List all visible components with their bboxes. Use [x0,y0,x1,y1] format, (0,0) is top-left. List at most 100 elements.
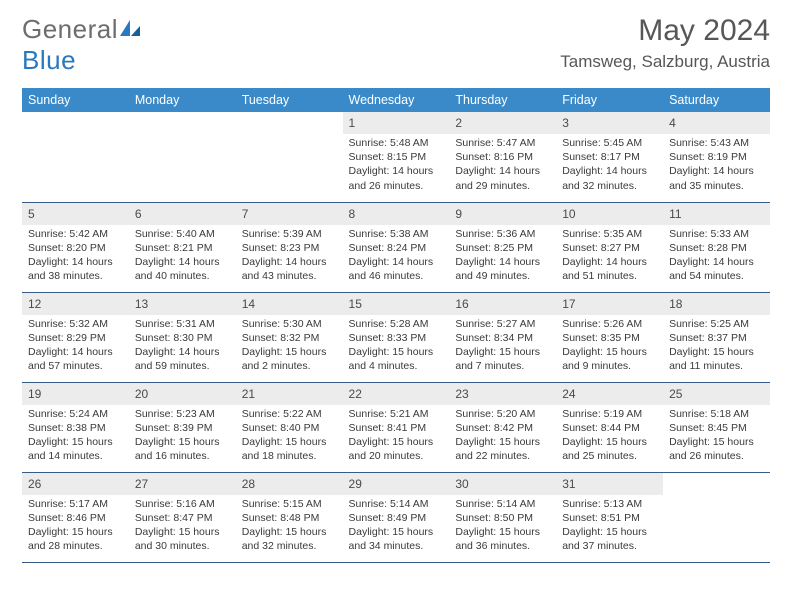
sunrise-text: Sunrise: 5:28 AM [349,317,444,331]
title-block: May 2024 Tamsweg, Salzburg, Austria [560,14,770,72]
sunset-text: Sunset: 8:19 PM [669,150,764,164]
daylight-text: Daylight: 14 hours and 26 minutes. [349,164,444,192]
day-number: 5 [28,207,35,221]
calendar-cell: 5 Sunrise: 5:42 AMSunset: 8:20 PMDaylight… [22,202,129,292]
daynum-wrap: 11 [663,203,770,225]
sunset-text: Sunset: 8:25 PM [455,241,550,255]
daynum-wrap: 6 [129,203,236,225]
cell-body: Sunrise: 5:23 AMSunset: 8:39 PMDaylight:… [129,405,236,468]
day-number: 26 [28,477,41,491]
daylight-text: Daylight: 14 hours and 40 minutes. [135,255,230,283]
weekday-header: Sunday [22,88,129,112]
sunrise-text: Sunrise: 5:48 AM [349,136,444,150]
cell-body: Sunrise: 5:43 AMSunset: 8:19 PMDaylight:… [663,134,770,197]
day-number: 7 [242,207,249,221]
cell-body: Sunrise: 5:17 AMSunset: 8:46 PMDaylight:… [22,495,129,558]
sunrise-text: Sunrise: 5:42 AM [28,227,123,241]
sunrise-text: Sunrise: 5:20 AM [455,407,550,421]
daynum-wrap: 1 [343,112,450,134]
day-number: 28 [242,477,255,491]
daylight-text: Daylight: 15 hours and 37 minutes. [562,525,657,553]
daylight-text: Daylight: 14 hours and 46 minutes. [349,255,444,283]
day-number: 4 [669,116,676,130]
daynum-wrap: 13 [129,293,236,315]
day-number: 31 [562,477,575,491]
weekday-header: Thursday [449,88,556,112]
sunset-text: Sunset: 8:29 PM [28,331,123,345]
daylight-text: Daylight: 15 hours and 2 minutes. [242,345,337,373]
day-number: 29 [349,477,362,491]
location: Tamsweg, Salzburg, Austria [560,52,770,72]
calendar-cell: 22Sunrise: 5:21 AMSunset: 8:41 PMDayligh… [343,382,450,472]
daylight-text: Daylight: 15 hours and 11 minutes. [669,345,764,373]
calendar-cell: 12Sunrise: 5:32 AMSunset: 8:29 PMDayligh… [22,292,129,382]
calendar-row: 1Sunrise: 5:48 AMSunset: 8:15 PMDaylight… [22,112,770,202]
sunset-text: Sunset: 8:23 PM [242,241,337,255]
calendar-cell: 1 Sunrise: 5:48 AMSunset: 8:15 PMDaylight… [343,112,450,202]
day-number: 11 [669,207,681,221]
day-number: 21 [242,387,255,401]
calendar-cell: 15Sunrise: 5:28 AMSunset: 8:33 PMDayligh… [343,292,450,382]
daynum-wrap [129,112,236,134]
sunrise-text: Sunrise: 5:15 AM [242,497,337,511]
logo: General Blue [22,14,142,76]
sunrise-text: Sunrise: 5:18 AM [669,407,764,421]
day-number: 27 [135,477,148,491]
sunset-text: Sunset: 8:17 PM [562,150,657,164]
daynum-wrap [236,112,343,134]
calendar-cell: 24Sunrise: 5:19 AMSunset: 8:44 PMDayligh… [556,382,663,472]
cell-body: Sunrise: 5:20 AMSunset: 8:42 PMDaylight:… [449,405,556,468]
day-number: 16 [455,297,468,311]
sunset-text: Sunset: 8:15 PM [349,150,444,164]
sunrise-text: Sunrise: 5:32 AM [28,317,123,331]
sunrise-text: Sunrise: 5:23 AM [135,407,230,421]
sunset-text: Sunset: 8:47 PM [135,511,230,525]
day-number: 25 [669,387,682,401]
daynum-wrap [22,112,129,134]
daylight-text: Daylight: 15 hours and 9 minutes. [562,345,657,373]
daynum-wrap: 7 [236,203,343,225]
sunrise-text: Sunrise: 5:45 AM [562,136,657,150]
daylight-text: Daylight: 14 hours and 54 minutes. [669,255,764,283]
daylight-text: Daylight: 14 hours and 38 minutes. [28,255,123,283]
daynum-wrap: 8 [343,203,450,225]
daynum-wrap: 26 [22,473,129,495]
sunrise-text: Sunrise: 5:25 AM [669,317,764,331]
cell-body [663,495,770,501]
cell-body: Sunrise: 5:22 AMSunset: 8:40 PMDaylight:… [236,405,343,468]
daynum-wrap: 29 [343,473,450,495]
sunset-text: Sunset: 8:32 PM [242,331,337,345]
sunrise-text: Sunrise: 5:47 AM [455,136,550,150]
cell-body: Sunrise: 5:42 AMSunset: 8:20 PMDaylight:… [22,225,129,288]
daynum-wrap: 18 [663,293,770,315]
weekday-header: Tuesday [236,88,343,112]
sunset-text: Sunset: 8:20 PM [28,241,123,255]
calendar-cell: 13Sunrise: 5:31 AMSunset: 8:30 PMDayligh… [129,292,236,382]
sunrise-text: Sunrise: 5:35 AM [562,227,657,241]
sunset-text: Sunset: 8:38 PM [28,421,123,435]
sunset-text: Sunset: 8:16 PM [455,150,550,164]
cell-body: Sunrise: 5:19 AMSunset: 8:44 PMDaylight:… [556,405,663,468]
calendar-cell [22,112,129,202]
day-number: 22 [349,387,362,401]
daynum-wrap: 4 [663,112,770,134]
day-number: 17 [562,297,575,311]
sunset-text: Sunset: 8:21 PM [135,241,230,255]
weekday-header: Saturday [663,88,770,112]
calendar-cell: 16Sunrise: 5:27 AMSunset: 8:34 PMDayligh… [449,292,556,382]
daylight-text: Daylight: 14 hours and 43 minutes. [242,255,337,283]
calendar-cell: 26 Sunrise: 5:17 AMSunset: 8:46 PMDayligh… [22,472,129,562]
sunset-text: Sunset: 8:45 PM [669,421,764,435]
sunrise-text: Sunrise: 5:26 AM [562,317,657,331]
daylight-text: Daylight: 15 hours and 22 minutes. [455,435,550,463]
calendar-cell: 8Sunrise: 5:38 AMSunset: 8:24 PMDaylight… [343,202,450,292]
daylight-text: Daylight: 14 hours and 29 minutes. [455,164,550,192]
day-number: 10 [562,207,575,221]
daynum-wrap: 16 [449,293,556,315]
cell-body: Sunrise: 5:47 AMSunset: 8:16 PMDaylight:… [449,134,556,197]
calendar-cell [663,472,770,562]
daylight-text: Daylight: 15 hours and 14 minutes. [28,435,123,463]
sunrise-text: Sunrise: 5:40 AM [135,227,230,241]
daynum-wrap: 14 [236,293,343,315]
sunset-text: Sunset: 8:51 PM [562,511,657,525]
